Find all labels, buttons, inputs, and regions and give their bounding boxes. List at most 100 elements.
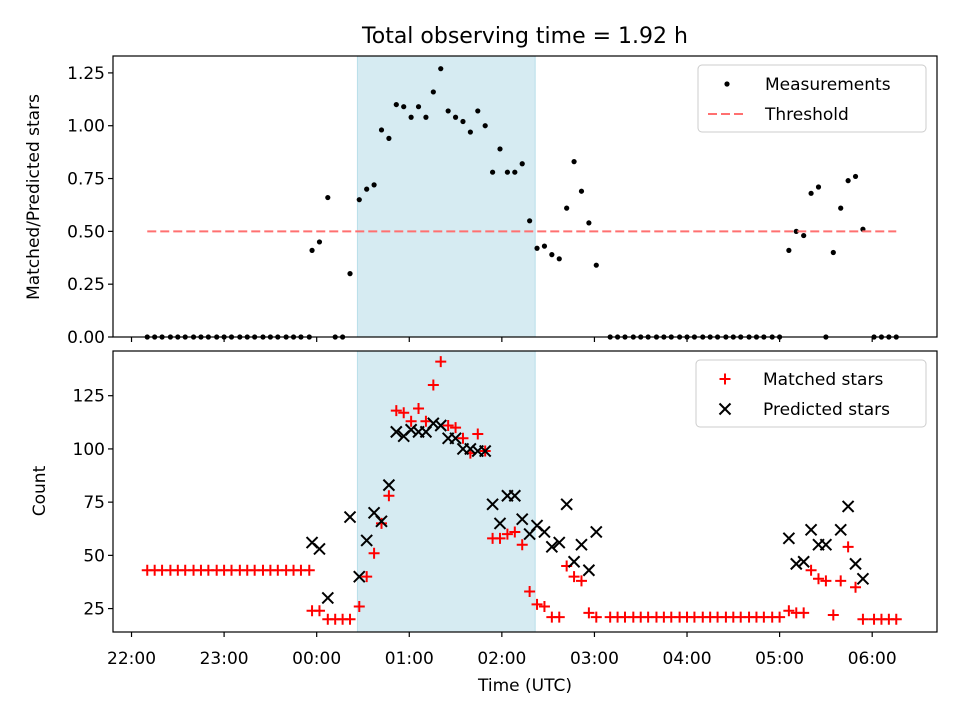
measurements-point [830,249,836,256]
predicted-stars-point [856,572,870,585]
predicted-stars-point [449,432,462,445]
measurements-point [845,178,851,184]
measurements-point [541,243,548,249]
matched-stars-point [805,564,817,576]
top-ytick-label: 0.00 [67,328,105,348]
matched-stars-point [842,541,854,553]
measurements-point [512,169,518,175]
top-ytick-label: 0.50 [67,222,105,242]
matched-stars-point [368,547,380,559]
matched-stars-point [538,600,550,612]
measurements-point [519,161,525,167]
measurements-point [801,232,807,239]
matched-stars-point [494,532,506,544]
predicted-stars-point [582,564,596,577]
xtick-label: 01:00 [385,649,434,669]
matched-stars-legend-swatch [719,373,731,385]
measurements-point [430,89,436,95]
measurements-point [534,245,540,251]
xtick-label: 23:00 [200,649,249,669]
measurements-point [386,135,392,141]
bottom-ytick-label: 100 [73,440,105,460]
measurements-point [423,114,429,120]
predicted-stars-point [538,525,551,539]
measurements-point [838,205,844,211]
xtick-label: 04:00 [663,649,712,669]
matched-stars-point [420,415,432,427]
measurements-point [356,197,362,203]
measurements-point [371,182,377,188]
measurements-point [347,271,353,277]
matched-stars-point [472,428,484,440]
observing-interval-shade [356,350,536,633]
matched-stars-point [583,607,595,619]
predicted-stars-point [516,512,529,526]
predicted-stars-point [360,534,373,547]
chart-title: Total observing time = 1.92 h [361,24,688,49]
matched-stars-point [435,356,447,368]
matched-stars-point [575,575,587,587]
matched-stars-point [890,613,902,625]
matched-stars-point [820,575,832,587]
measurements-point [593,262,599,268]
predicted-stars-point [553,536,566,549]
measurements-point [316,239,323,245]
matched-stars-point [344,613,356,625]
matched-stars-point [457,432,469,444]
measurements-point [489,169,496,175]
measurements-point [309,247,315,253]
x-axis-label: Time (UTC) [477,676,572,696]
bottom-axes-frame [112,350,938,633]
predicted-stars-point [486,498,499,511]
measurements-point [549,252,555,258]
top-legend-box [697,64,927,133]
measurements-point [786,247,792,253]
measurements-point [852,173,859,180]
matched-stars-point [413,402,425,414]
predicted-stars-point [434,419,447,432]
predicted-stars-point [590,525,603,539]
predicted-stars-point [404,423,418,436]
top-ylabel: Matched/Predicted stars [24,94,44,300]
matched-stars-legend-label: Matched stars [763,370,883,390]
predicted-stars-point [382,478,396,492]
matched-stars-point [524,586,536,598]
measurements-point [364,186,370,192]
matched-stars-point [427,379,439,391]
predicted-stars-point [390,425,403,439]
measurements-point [527,218,533,224]
top-legend: Measurements Threshold [697,64,927,133]
matched-stars-point [798,607,810,619]
matched-stars-point [812,573,824,585]
top-axes-frame [112,55,938,338]
matched-stars-point [857,613,869,625]
bottom-legend-box [695,359,927,428]
threshold-legend-label: Threshold [764,105,849,125]
xtick-label: 05:00 [755,649,804,669]
matched-stars-point [501,528,513,540]
measurements-point [808,190,814,196]
predicted-stars-point [321,591,335,605]
matched-stars-point [568,571,580,583]
matched-stars-point [398,407,410,419]
measurements-point [393,101,399,108]
predicted-stars-point [790,557,803,571]
predicted-stars-point [819,538,833,551]
xtick-label: 22:00 [107,649,156,669]
matched-stars-point [516,539,528,551]
matched-stars-point [361,571,373,583]
measurements-legend-swatch [724,81,730,87]
measurements-point [578,188,585,194]
predicted-stars-point [849,557,862,571]
top-panel: 0.00 0.25 0.50 0.75 1.00 1.25 Matched/Predict… [24,55,938,348]
matched-stars-point [531,598,543,610]
bottom-ytick-label: 75 [83,493,105,513]
predicted-stars-point [478,444,492,458]
measurements-point [325,194,331,201]
matched-stars-point [850,581,862,593]
predicted-stars-point [575,538,588,551]
measurements-point [556,256,562,262]
observing-interval-shade [356,55,536,338]
measurements-point [401,104,407,110]
